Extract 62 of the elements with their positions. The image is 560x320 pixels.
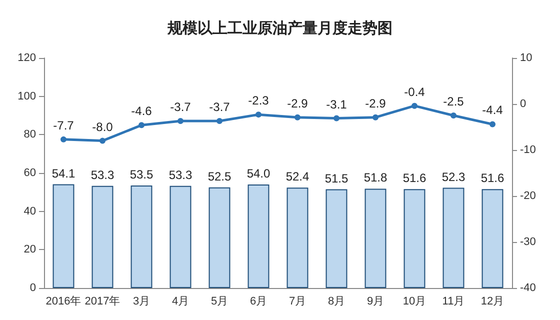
- y2-tick-label: -30: [520, 236, 536, 248]
- x-tick-label: 7月: [288, 296, 306, 308]
- x-tick-label: 10月: [402, 296, 426, 308]
- data-label: 51.6: [480, 171, 504, 186]
- data-label: 51.8: [364, 170, 388, 185]
- x-tick-label: 11月: [442, 296, 465, 308]
- data-label: -3.7: [170, 100, 192, 114]
- point: [100, 138, 106, 144]
- point: [256, 112, 262, 118]
- y-tick-label: 100: [18, 90, 36, 102]
- y-tick-label: 0: [30, 282, 36, 294]
- point: [60, 136, 66, 142]
- data-label: 53.3: [90, 168, 114, 182]
- data-label: -3.7: [209, 100, 230, 114]
- x-tick-label: 2017年: [84, 296, 120, 308]
- y2-tick-label: -40: [520, 282, 536, 294]
- y-tick-label: 80: [24, 128, 36, 141]
- data-label: 51.5: [324, 171, 348, 186]
- x-tick-label: 2016年: [46, 296, 82, 308]
- x-tick-label: 3月: [132, 296, 150, 308]
- chart-title: 规模以上工业原油产量月度走势图: [166, 19, 392, 37]
- y2-tick-label: 0: [520, 98, 526, 110]
- x-tick-label: 6月: [250, 296, 268, 308]
- point: [490, 121, 496, 128]
- x-tick-label: 4月: [172, 296, 190, 308]
- point: [178, 118, 184, 124]
- point: [412, 102, 418, 109]
- y-tick-label: 60: [24, 167, 36, 179]
- point: [334, 115, 340, 122]
- point: [138, 122, 144, 128]
- data-label: -2.3: [248, 94, 270, 108]
- y2-tick-label: -20: [520, 190, 536, 202]
- point: [294, 114, 300, 120]
- y-tick-label: 120: [18, 52, 36, 64]
- data-label: 54.1: [52, 166, 76, 180]
- data-label: -7.7: [53, 118, 74, 132]
- data-label: -2.9: [365, 96, 386, 110]
- data-label: 51.6: [402, 171, 426, 186]
- x-tick-label: 8月: [328, 296, 346, 308]
- y-tick-label: 20: [24, 244, 36, 256]
- x-tick-label: 12月: [480, 296, 504, 308]
- data-label: -4.4: [482, 103, 504, 118]
- y2-tick-label: -10: [520, 144, 536, 156]
- data-label: -0.4: [404, 84, 426, 99]
- data-label: 52.3: [442, 170, 466, 184]
- data-label: -8.0: [92, 120, 114, 134]
- data-label: -4.6: [131, 104, 152, 118]
- data-label: 53.3: [168, 168, 192, 182]
- y-tick-label: 40: [24, 205, 36, 218]
- data-label: -2.5: [443, 94, 464, 108]
- point: [372, 114, 378, 120]
- x-tick-label: 5月: [210, 296, 228, 308]
- y2-tick-label: 10: [520, 52, 532, 64]
- x-tick-label: 9月: [366, 296, 384, 308]
- data-label: 53.5: [130, 167, 154, 182]
- point: [216, 118, 222, 124]
- data-label: 52.5: [208, 169, 232, 184]
- data-label: -3.1: [326, 97, 348, 112]
- point: [450, 112, 456, 118]
- data-label: 52.4: [286, 170, 310, 184]
- data-label: -2.9: [287, 96, 308, 110]
- data-label: 54.0: [246, 166, 270, 180]
